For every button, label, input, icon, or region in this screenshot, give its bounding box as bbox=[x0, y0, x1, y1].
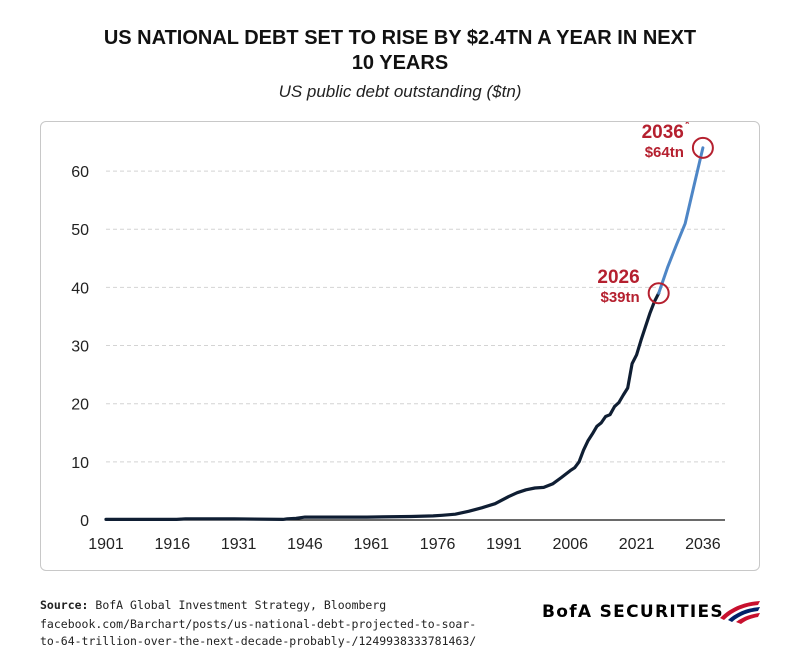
footer: Source: BofA Global Investment Strategy,… bbox=[40, 596, 520, 650]
y-tick-40: 40 bbox=[71, 280, 89, 297]
x-tick-2006: 2006 bbox=[552, 536, 588, 553]
chart-panel: 0 10 20 30 40 50 60 1901 1916 1931 1946 1961 1976 19… bbox=[40, 121, 760, 571]
source-url-line-1: facebook.com/Barchart/posts/us-national-… bbox=[40, 617, 477, 631]
y-tick-60: 60 bbox=[71, 164, 89, 181]
x-tick-1976: 1976 bbox=[420, 536, 456, 553]
historical-debt-line bbox=[104, 291, 661, 521]
chart-title-line-2: 10 YEARS bbox=[351, 52, 449, 74]
brand-logo: BofA SECURITIES bbox=[542, 598, 762, 624]
source-label: Source: bbox=[40, 598, 89, 612]
x-tick-1946: 1946 bbox=[287, 536, 323, 553]
chart-title-line-1: US NATIONAL DEBT SET TO RISE BY $2.4TN A… bbox=[103, 27, 697, 49]
y-tick-20: 20 bbox=[71, 397, 89, 414]
brand-name: BofA SECURITIES bbox=[542, 602, 724, 622]
chart-subtitle: US public debt outstanding ($tn) bbox=[278, 82, 522, 101]
annotation-value-2026: $39tn bbox=[600, 289, 639, 306]
x-tick-1931: 1931 bbox=[221, 536, 257, 553]
y-tick-10: 10 bbox=[71, 455, 89, 472]
annotation-year-2026: 2026 bbox=[597, 267, 639, 288]
annotation-value-2036: $64tn bbox=[645, 144, 684, 161]
annotation-marker-2026 bbox=[647, 282, 670, 305]
y-tick-0: 0 bbox=[80, 513, 89, 530]
x-tick-2021: 2021 bbox=[619, 536, 655, 553]
chart-title: US NATIONAL DEBT SET TO RISE BY $2.4TN A… bbox=[0, 26, 800, 76]
source-line: Source: BofA Global Investment Strategy,… bbox=[40, 596, 520, 614]
source-url: facebook.com/Barchart/posts/us-national-… bbox=[40, 616, 520, 650]
annotation-year-2036: 2036 bbox=[642, 122, 684, 143]
projected-debt-line bbox=[657, 146, 705, 295]
annotations: 2026$39tn 2036 * $64tn bbox=[597, 122, 714, 306]
annotation-marker-2036 bbox=[691, 136, 714, 159]
x-tick-1961: 1961 bbox=[353, 536, 389, 553]
x-tick-1991: 1991 bbox=[486, 536, 522, 553]
annotation-marker-text-2036: * bbox=[685, 122, 690, 131]
x-tick-2036: 2036 bbox=[685, 536, 721, 553]
gridlines bbox=[106, 170, 725, 463]
x-tick-1901: 1901 bbox=[88, 536, 124, 553]
x-tick-labels: 1901 1916 1931 1946 1961 1976 1991 2006 2021 2036 bbox=[88, 536, 721, 553]
source-text: BofA Global Investment Strategy, Bloombe… bbox=[95, 598, 387, 612]
y-tick-30: 30 bbox=[71, 339, 89, 356]
source-url-line-2: to-64-trillion-over-the-next-decade-prob… bbox=[40, 634, 477, 648]
series-lines bbox=[104, 146, 705, 521]
y-tick-labels: 0 10 20 30 40 50 60 bbox=[71, 164, 89, 530]
x-tick-1916: 1916 bbox=[155, 536, 191, 553]
y-tick-50: 50 bbox=[71, 222, 89, 239]
bofa-flag-icon bbox=[720, 601, 760, 624]
